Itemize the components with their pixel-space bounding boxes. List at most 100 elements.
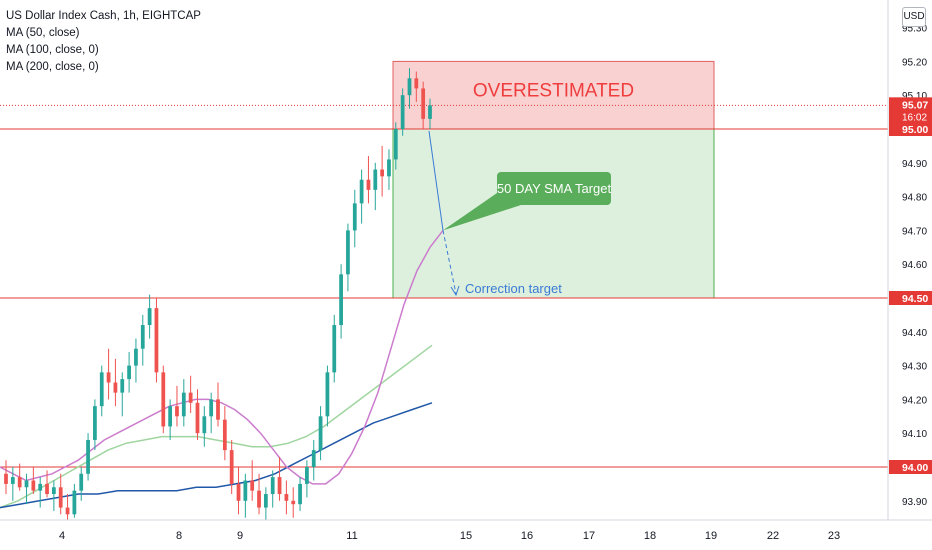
candle-body bbox=[134, 348, 138, 366]
price-label-bg bbox=[889, 460, 932, 474]
x-tick-label: 23 bbox=[828, 530, 840, 542]
candle bbox=[421, 81, 426, 129]
candle bbox=[352, 189, 357, 248]
candle-body bbox=[202, 416, 207, 434]
price-label: 94.00 bbox=[902, 462, 928, 474]
candle bbox=[284, 480, 289, 515]
y-tick-label: 93.90 bbox=[902, 497, 927, 508]
candle-body bbox=[161, 372, 166, 427]
candle bbox=[311, 439, 316, 481]
price-label-bg bbox=[889, 291, 932, 305]
candle bbox=[72, 483, 77, 518]
candle bbox=[366, 156, 371, 204]
candle-body bbox=[10, 477, 15, 484]
candle-body bbox=[366, 179, 371, 190]
candle bbox=[359, 169, 364, 224]
candle-body bbox=[284, 494, 289, 501]
arrow-head bbox=[450, 285, 460, 297]
grid-layer bbox=[0, 104, 888, 468]
x-tick-label: 19 bbox=[705, 530, 717, 542]
candle bbox=[113, 358, 118, 407]
candle-body bbox=[339, 274, 343, 326]
symbol-title[interactable]: US Dollar Index Cash, 1h, EIGHTCAP bbox=[6, 10, 201, 22]
x-tick-label: 4 bbox=[59, 530, 65, 542]
time-axis-bg bbox=[0, 520, 932, 550]
candle bbox=[93, 399, 97, 451]
zone-green bbox=[392, 128, 715, 299]
candle-body bbox=[4, 473, 8, 484]
candle-body bbox=[93, 406, 97, 440]
y-tick-label: 94.60 bbox=[902, 260, 927, 271]
candle-body bbox=[154, 308, 159, 373]
candle bbox=[195, 389, 200, 440]
price-label: 94.50 bbox=[902, 293, 928, 305]
candle-body bbox=[72, 490, 77, 515]
candle bbox=[161, 365, 166, 434]
candle-body bbox=[325, 372, 330, 417]
candle-body bbox=[428, 105, 432, 119]
candle bbox=[31, 467, 36, 495]
y-tick-label: 94.40 bbox=[902, 328, 927, 339]
y-tick-label: 94.90 bbox=[902, 159, 927, 170]
currency-button[interactable]: USD bbox=[902, 7, 926, 27]
candle-body bbox=[140, 325, 145, 349]
candle-body bbox=[58, 487, 63, 508]
x-tick-label: 22 bbox=[767, 530, 779, 542]
arrow-dashed bbox=[442, 230, 457, 295]
candle-body bbox=[38, 483, 43, 491]
candle bbox=[428, 98, 432, 129]
candle bbox=[325, 365, 330, 427]
ma100-legend[interactable]: MA (100, close, 0) bbox=[6, 44, 99, 56]
candle bbox=[181, 379, 186, 427]
candle bbox=[387, 149, 391, 190]
candle bbox=[120, 372, 125, 417]
candle bbox=[4, 460, 8, 495]
candle bbox=[147, 294, 152, 339]
candle-body bbox=[407, 78, 412, 96]
candle bbox=[17, 463, 22, 491]
candle-body bbox=[250, 480, 255, 491]
candle bbox=[24, 473, 29, 505]
candle bbox=[339, 264, 343, 339]
candle-body bbox=[216, 399, 220, 420]
y-tick-label: 94.30 bbox=[902, 362, 927, 373]
candle-body bbox=[332, 325, 337, 373]
candle bbox=[10, 467, 15, 501]
candle bbox=[263, 487, 268, 522]
price-label-bg bbox=[889, 97, 932, 124]
candle bbox=[79, 467, 84, 501]
candle-body bbox=[24, 480, 29, 488]
candle-body bbox=[65, 507, 70, 515]
y-tick-label: 94.70 bbox=[902, 226, 927, 237]
candle-body bbox=[181, 392, 186, 417]
candle bbox=[209, 392, 214, 434]
candle bbox=[65, 494, 70, 522]
candle bbox=[277, 456, 282, 501]
candle bbox=[86, 433, 90, 481]
candle-body bbox=[352, 203, 357, 231]
candle bbox=[270, 470, 275, 508]
candle-body bbox=[380, 169, 385, 177]
y-tick-label: 95.10 bbox=[902, 91, 927, 102]
candle bbox=[380, 145, 385, 197]
price-axis-bg bbox=[888, 0, 932, 550]
y-tick-label: 94.10 bbox=[902, 429, 927, 440]
ma50-legend[interactable]: MA (50, close) bbox=[6, 27, 80, 39]
candle-body bbox=[17, 477, 22, 488]
candle bbox=[51, 480, 56, 511]
ma200-legend[interactable]: MA (200, close, 0) bbox=[6, 61, 99, 73]
candle bbox=[243, 473, 248, 518]
candle-body bbox=[387, 159, 391, 177]
price-label-time: 16:02 bbox=[902, 112, 927, 123]
zone-red bbox=[392, 60, 715, 130]
candle-body bbox=[229, 450, 234, 484]
candle bbox=[154, 298, 159, 383]
candle bbox=[346, 223, 350, 292]
candle-body bbox=[400, 95, 405, 129]
candles bbox=[4, 68, 432, 522]
candle-body bbox=[168, 406, 173, 427]
arrow-segment bbox=[428, 130, 444, 231]
candle bbox=[216, 382, 220, 427]
